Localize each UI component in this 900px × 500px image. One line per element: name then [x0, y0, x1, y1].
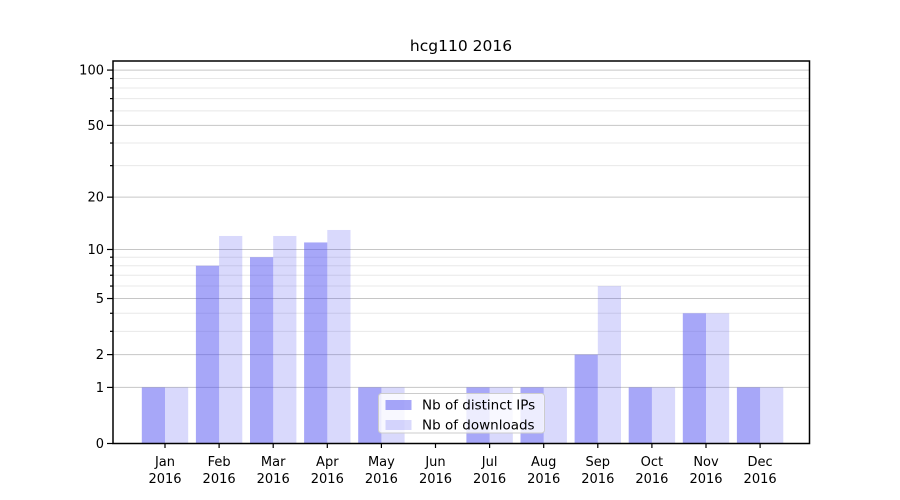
x-axis-tick-label-year: 2016 [419, 472, 452, 487]
bar-nb-of-distinct-ips-may-2016 [358, 387, 382, 444]
y-axis-tick-label: 0 [96, 437, 104, 452]
bar-nb-of-distinct-ips-feb-2016 [195, 265, 220, 444]
y-axis-tick-label: 20 [87, 191, 104, 206]
bar-nb-of-downloads-aug-2016 [543, 387, 567, 444]
bar-nb-of-downloads-oct-2016 [651, 387, 676, 444]
plot-border [112, 60, 811, 445]
bar-nb-of-distinct-ips-dec-2016 [736, 387, 761, 444]
x-axis-tick-label-year: 2016 [527, 472, 560, 487]
y-axis-tick-label: 5 [96, 292, 104, 307]
bar-nb-of-distinct-ips-nov-2016 [682, 313, 706, 444]
legend-box [378, 393, 545, 434]
bar-nb-of-downloads-sep-2016 [597, 286, 621, 444]
bar-nb-of-downloads-dec-2016 [760, 387, 784, 444]
x-axis-tick-label-month: Jun [424, 455, 445, 470]
x-axis-tick-label-year: 2016 [635, 472, 668, 487]
x-axis-tick-label-month: Apr [316, 455, 339, 470]
x-axis-tick-label-month: Oct [641, 455, 663, 470]
x-axis-tick-label-year: 2016 [473, 472, 506, 487]
x-axis-tick-label-year: 2016 [148, 472, 181, 487]
bar-nb-of-downloads-mar-2016 [273, 235, 297, 444]
y-axis-tick-label: 100 [79, 64, 104, 79]
legend-swatch-downloads-icon [385, 420, 412, 430]
legend-swatch-distinct-ips-icon [385, 400, 412, 410]
bar-nb-of-downloads-nov-2016 [706, 313, 730, 444]
x-axis-tick-label-year: 2016 [257, 472, 290, 487]
x-axis-tick-label-year: 2016 [203, 472, 236, 487]
x-axis-tick-label-year: 2016 [311, 472, 344, 487]
x-axis-tick-label-month: Aug [531, 455, 556, 470]
legend-label-downloads: Nb of downloads [422, 418, 535, 434]
bar-nb-of-downloads-feb-2016 [219, 235, 243, 444]
x-axis: Jan 2016 Feb 2016 Mar 2016 Apr 2016 May 2016 Jun 20… [148, 443, 777, 487]
x-axis-tick-label-year: 2016 [365, 472, 398, 487]
y-axis-tick-label: 10 [87, 243, 104, 258]
x-axis-tick-label-year: 2016 [744, 472, 777, 487]
x-axis-tick-label-month: Feb [208, 455, 231, 470]
y-axis-tick-label: 1 [96, 381, 104, 396]
chart-title: hcg110 2016 [410, 37, 512, 55]
y-axis-tick-label: 50 [87, 119, 104, 134]
x-axis-tick-label-month: Mar [261, 455, 286, 470]
minor-gridlines [113, 78, 810, 332]
y-axis-tick-label: 2 [96, 348, 104, 363]
bar-nb-of-downloads-jan-2016 [165, 387, 189, 444]
x-axis-tick-label-month: Jan [154, 455, 175, 470]
x-axis-tick-label-month: May [368, 455, 395, 470]
bar-nb-of-distinct-ips-mar-2016 [250, 257, 274, 444]
bar-nb-of-distinct-ips-apr-2016 [304, 242, 328, 444]
x-axis-tick-label-month: Jul [481, 455, 498, 470]
bar-nb-of-distinct-ips-sep-2016 [574, 354, 598, 444]
legend-label-distinct-ips: Nb of distinct IPs [422, 398, 535, 414]
bar-nb-of-distinct-ips-oct-2016 [628, 387, 652, 444]
x-axis-tick-label-month: Dec [748, 455, 773, 470]
y-axis: 0 1 2 5 10 20 50 100 [79, 64, 113, 452]
bar-nb-of-downloads-apr-2016 [327, 229, 351, 444]
legend: Nb of distinct IPs Nb of downloads [378, 393, 545, 434]
x-axis-tick-label-month: Sep [586, 455, 611, 470]
x-axis-tick-label-month: Nov [693, 455, 719, 470]
bar-nb-of-distinct-ips-jan-2016 [141, 387, 165, 444]
x-axis-tick-label-year: 2016 [689, 472, 722, 487]
x-axis-tick-label-year: 2016 [581, 472, 614, 487]
